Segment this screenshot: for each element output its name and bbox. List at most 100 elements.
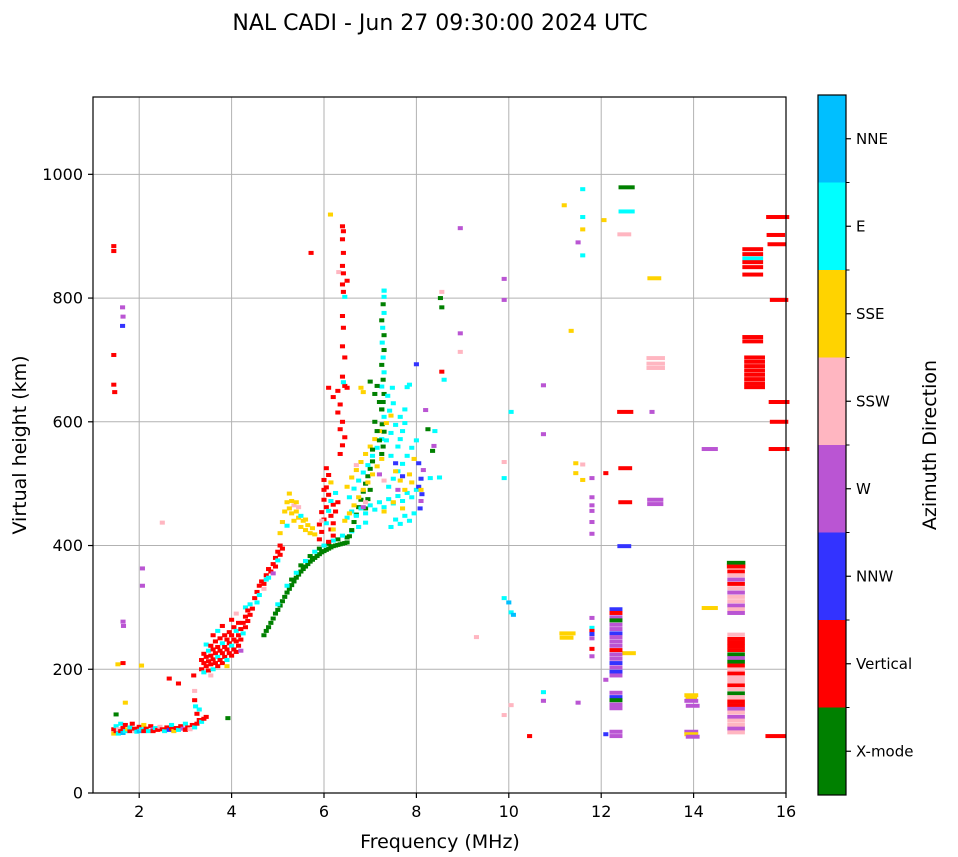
data-point-vertical xyxy=(330,533,336,538)
data-point-w xyxy=(609,635,623,640)
data-point-vertical xyxy=(226,651,232,656)
data-point-sse xyxy=(573,471,579,476)
data-point-e xyxy=(168,722,175,727)
data-point-nnw xyxy=(609,607,623,612)
data-point-x-mode xyxy=(379,422,385,427)
data-point-e xyxy=(395,444,401,449)
data-point-w xyxy=(589,636,595,641)
data-point-w xyxy=(609,652,623,657)
data-point-vertical xyxy=(203,654,209,659)
data-point-vertical xyxy=(166,676,172,681)
data-point-vertical xyxy=(245,608,251,613)
data-point-w xyxy=(609,639,623,644)
data-point-e xyxy=(409,495,415,500)
data-point-x-mode xyxy=(302,564,309,569)
data-point-vertical xyxy=(340,289,346,294)
data-point-nnw xyxy=(416,461,422,466)
data-point-e xyxy=(508,610,514,615)
data-point-x-mode xyxy=(381,391,387,396)
data-point-w xyxy=(685,734,700,739)
colorbar-tick-label: Vertical xyxy=(856,655,912,673)
y-tick-label: 200 xyxy=(52,660,83,679)
data-point-vertical xyxy=(199,657,205,662)
data-point-e xyxy=(367,503,373,508)
data-point-vertical xyxy=(342,435,348,440)
data-point-e xyxy=(580,187,586,192)
data-point-x-mode xyxy=(727,652,745,657)
data-point-vertical xyxy=(727,663,745,668)
data-point-vertical xyxy=(319,510,325,515)
data-point-e xyxy=(395,494,401,499)
data-point-vertical xyxy=(205,668,212,673)
y-tick-label: 1000 xyxy=(42,165,83,184)
x-tick-label: 10 xyxy=(499,802,519,821)
data-point-e xyxy=(263,577,269,582)
data-point-e xyxy=(344,515,350,520)
data-point-vertical xyxy=(744,381,765,386)
data-point-vertical xyxy=(111,382,117,387)
data-point-vertical xyxy=(727,640,745,645)
data-point-e xyxy=(501,476,507,481)
data-point-vertical xyxy=(339,314,346,319)
data-point-sse xyxy=(328,480,334,485)
data-point-vertical xyxy=(335,500,341,505)
data-point-x-mode xyxy=(425,427,431,432)
data-point-vertical xyxy=(277,543,283,548)
data-point-vertical xyxy=(323,485,329,490)
data-point-w xyxy=(360,505,366,510)
data-point-w xyxy=(420,468,426,473)
data-point-vertical xyxy=(316,537,322,542)
data-point-sse xyxy=(349,475,355,480)
data-point-e xyxy=(406,518,413,523)
data-point-vertical xyxy=(321,487,327,492)
data-point-nnw xyxy=(418,476,424,481)
data-point-e xyxy=(205,648,212,653)
data-point-x-mode xyxy=(437,296,443,301)
data-point-w xyxy=(727,610,745,615)
data-point-sse xyxy=(363,451,369,456)
data-point-x-mode xyxy=(381,333,387,338)
data-point-vertical xyxy=(201,661,207,666)
data-point-w xyxy=(727,656,745,661)
data-point-x-mode xyxy=(358,497,364,502)
data-point-sse xyxy=(298,524,304,529)
data-point-ssw xyxy=(187,727,193,732)
data-point-e xyxy=(115,731,121,736)
data-point-w xyxy=(376,472,382,477)
data-point-vertical xyxy=(342,355,348,360)
data-point-x-mode xyxy=(270,616,276,621)
data-point-w xyxy=(120,623,127,628)
data-point-w xyxy=(684,729,699,734)
data-point-vertical xyxy=(219,661,225,666)
y-axis-label: Virtual height (km) xyxy=(9,355,31,534)
data-point-vertical xyxy=(326,385,332,390)
data-point-w xyxy=(589,531,595,536)
data-point-e xyxy=(372,507,378,512)
data-point-e xyxy=(389,385,395,390)
data-point-x-mode xyxy=(367,379,373,384)
data-point-vertical xyxy=(270,562,276,567)
data-point-vertical xyxy=(256,583,262,588)
data-point-x-mode xyxy=(344,540,350,545)
data-point-x-mode xyxy=(305,562,311,567)
data-point-sse xyxy=(399,506,406,511)
data-point-e xyxy=(346,495,352,500)
data-point-w xyxy=(540,383,546,388)
data-point-vertical xyxy=(742,339,764,344)
data-point-x-mode xyxy=(381,429,387,434)
colorbar-segment-ssw xyxy=(818,357,846,446)
data-point-nnw xyxy=(120,323,126,328)
data-point-e xyxy=(404,490,410,495)
data-point-e xyxy=(256,593,262,598)
data-point-w xyxy=(609,622,623,627)
data-point-vertical xyxy=(328,513,334,518)
data-point-sse xyxy=(365,480,371,485)
data-point-e xyxy=(201,670,207,675)
data-point-e xyxy=(580,253,586,258)
data-point-vertical xyxy=(111,352,117,357)
data-point-vertical xyxy=(742,272,764,277)
data-point-w xyxy=(589,654,595,659)
data-point-w xyxy=(727,714,745,719)
data-point-e xyxy=(326,508,332,513)
